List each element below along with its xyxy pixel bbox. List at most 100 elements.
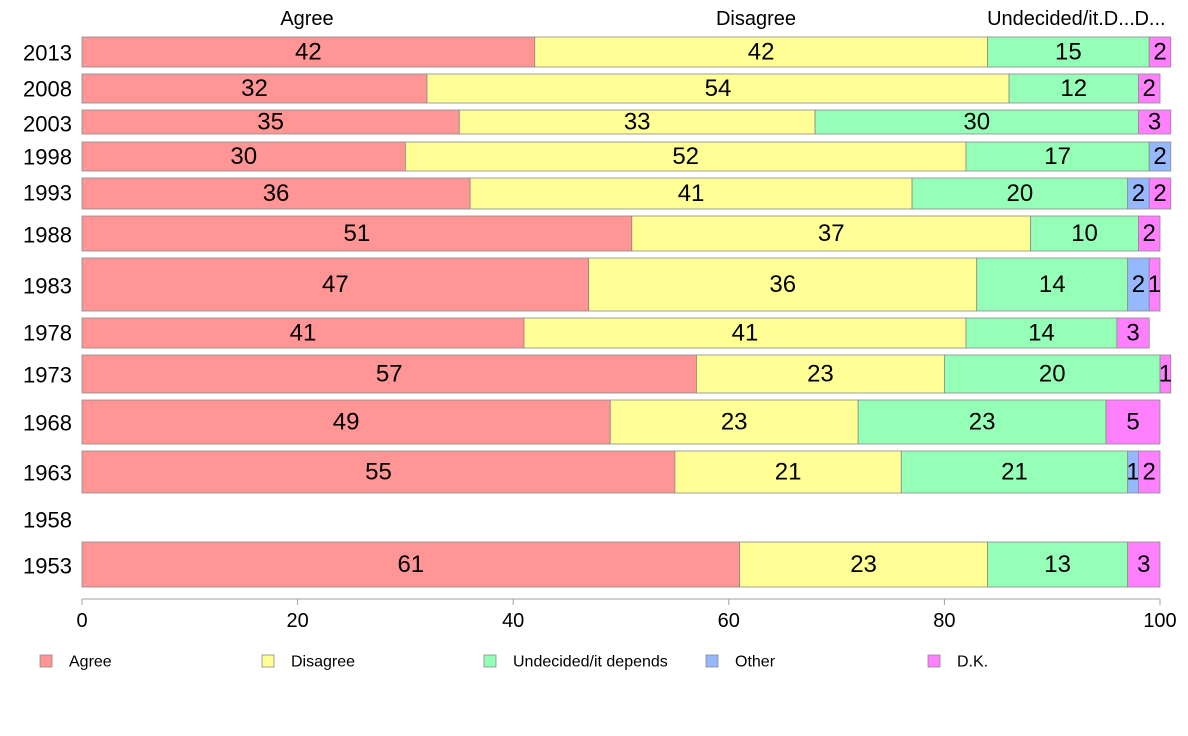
- year-label-2003: 2003: [23, 112, 72, 137]
- year-label-1968: 1968: [23, 411, 72, 436]
- x-tick-label-0: 0: [76, 610, 87, 632]
- data-label-1988-0: 51: [344, 220, 371, 247]
- bar-2008-d-k-: [1138, 73, 1161, 104]
- legend-label-0: Agree: [69, 654, 112, 671]
- data-label-2003-1: 33: [624, 109, 651, 136]
- x-tick-label-20: 20: [286, 610, 308, 632]
- column-header-2: Undecided/it.D...: [987, 8, 1135, 30]
- bar-2003-undecided-it-depends: [814, 109, 1139, 135]
- bar-2003-disagree: [458, 109, 816, 135]
- bar-1993-disagree: [469, 177, 913, 210]
- bar-1988-disagree: [631, 215, 1032, 252]
- data-label-1953-2: 13: [1044, 551, 1071, 578]
- bar-1978-d-k-: [1116, 317, 1150, 349]
- year-label-1953: 1953: [23, 554, 72, 579]
- x-tick-label-60: 60: [718, 610, 740, 632]
- data-label-1983-1: 36: [769, 271, 796, 298]
- bar-1993-d-k-: [1148, 177, 1172, 210]
- data-label-1968-1: 23: [721, 409, 748, 436]
- bar-2013-agree: [81, 36, 536, 68]
- data-label-1973-1: 23: [807, 361, 834, 388]
- bar-1988-d-k-: [1138, 215, 1161, 252]
- year-label-1988: 1988: [23, 223, 72, 248]
- data-label-1963-4: 2: [1143, 459, 1156, 486]
- data-label-1963-0: 55: [365, 459, 392, 486]
- data-label-2003-2: 30: [963, 109, 990, 136]
- data-label-1998-0: 30: [230, 143, 257, 170]
- bar-1973-disagree: [696, 354, 945, 394]
- bar-2013-d-k-: [1148, 36, 1172, 68]
- legend-swatch-2: [483, 654, 497, 668]
- data-label-1968-4: 5: [1126, 409, 1139, 436]
- legend-swatch-1: [261, 654, 275, 668]
- year-label-1978: 1978: [23, 321, 72, 346]
- bar-1968-disagree: [609, 399, 859, 445]
- bar-1953-agree: [81, 541, 740, 588]
- data-label-1963-3: 1: [1126, 459, 1139, 486]
- data-label-1988-4: 2: [1143, 220, 1156, 247]
- data-label-2013-0: 42: [295, 39, 322, 66]
- year-label-1998: 1998: [23, 145, 72, 170]
- data-label-1993-1: 41: [678, 180, 705, 207]
- bar-1953-undecided-it-depends: [987, 541, 1129, 588]
- data-label-1978-2: 14: [1028, 320, 1055, 347]
- bar-2003-d-k-: [1138, 109, 1172, 135]
- data-label-1973-2: 20: [1039, 361, 1066, 388]
- data-label-1978-4: 3: [1126, 320, 1139, 347]
- year-label-1958: 1958: [23, 508, 72, 533]
- data-label-1973-0: 57: [376, 361, 403, 388]
- data-label-1998-1: 52: [672, 143, 699, 170]
- data-label-2003-4: 3: [1148, 109, 1161, 136]
- data-label-2008-0: 32: [241, 75, 268, 102]
- data-label-2013-2: 15: [1055, 39, 1082, 66]
- bar-2008-disagree: [426, 73, 1010, 104]
- bar-1983-disagree: [588, 257, 978, 312]
- data-label-1993-0: 36: [263, 180, 290, 207]
- column-header-3: D...: [1134, 8, 1165, 30]
- bar-1973-undecided-it-depends: [944, 354, 1161, 394]
- data-label-1968-0: 49: [333, 409, 360, 436]
- year-label-1993: 1993: [23, 181, 72, 206]
- data-label-1988-1: 37: [818, 220, 845, 247]
- bar-1973-agree: [81, 354, 697, 394]
- column-header-1: Disagree: [716, 8, 796, 30]
- data-label-1973-4: 1: [1159, 361, 1172, 388]
- year-label-1973: 1973: [23, 363, 72, 388]
- data-label-1983-4: 1: [1148, 271, 1161, 298]
- legend-swatch-0: [39, 654, 53, 668]
- bar-1968-agree: [81, 399, 611, 445]
- bar-1988-agree: [81, 215, 633, 252]
- bar-2003-agree: [81, 109, 460, 135]
- bar-1998-other: [1148, 141, 1172, 172]
- data-label-1983-2: 14: [1039, 271, 1066, 298]
- bar-1998-undecided-it-depends: [965, 141, 1150, 172]
- legend-label-4: D.K.: [957, 654, 988, 671]
- year-label-1963: 1963: [23, 461, 72, 486]
- bar-1963-disagree: [674, 450, 902, 494]
- legend-label-1: Disagree: [291, 654, 355, 671]
- bar-1993-agree: [81, 177, 471, 210]
- data-label-2013-1: 42: [748, 39, 775, 66]
- bar-1993-undecided-it-depends: [911, 177, 1129, 210]
- data-label-1998-2: 17: [1044, 143, 1071, 170]
- data-label-2008-2: 12: [1060, 75, 1087, 102]
- data-label-1953-0: 61: [397, 551, 424, 578]
- column-header-0: Agree: [280, 8, 333, 30]
- data-label-2008-1: 54: [705, 75, 732, 102]
- data-label-1983-0: 47: [322, 271, 349, 298]
- x-tick-label-80: 80: [933, 610, 955, 632]
- bar-1978-disagree: [523, 317, 967, 349]
- bar-1998-agree: [81, 141, 406, 172]
- bar-2008-undecided-it-depends: [1008, 73, 1139, 104]
- bar-1968-undecided-it-depends: [857, 399, 1107, 445]
- bar-1988-undecided-it-depends: [1030, 215, 1139, 252]
- data-label-2013-4: 2: [1153, 39, 1166, 66]
- legend-label-3: Other: [735, 654, 776, 671]
- legend-swatch-4: [927, 654, 941, 668]
- year-label-2013: 2013: [23, 41, 72, 66]
- bar-1983-undecided-it-depends: [976, 257, 1129, 312]
- bar-1953-d-k-: [1127, 541, 1161, 588]
- bar-1963-d-k-: [1138, 450, 1161, 494]
